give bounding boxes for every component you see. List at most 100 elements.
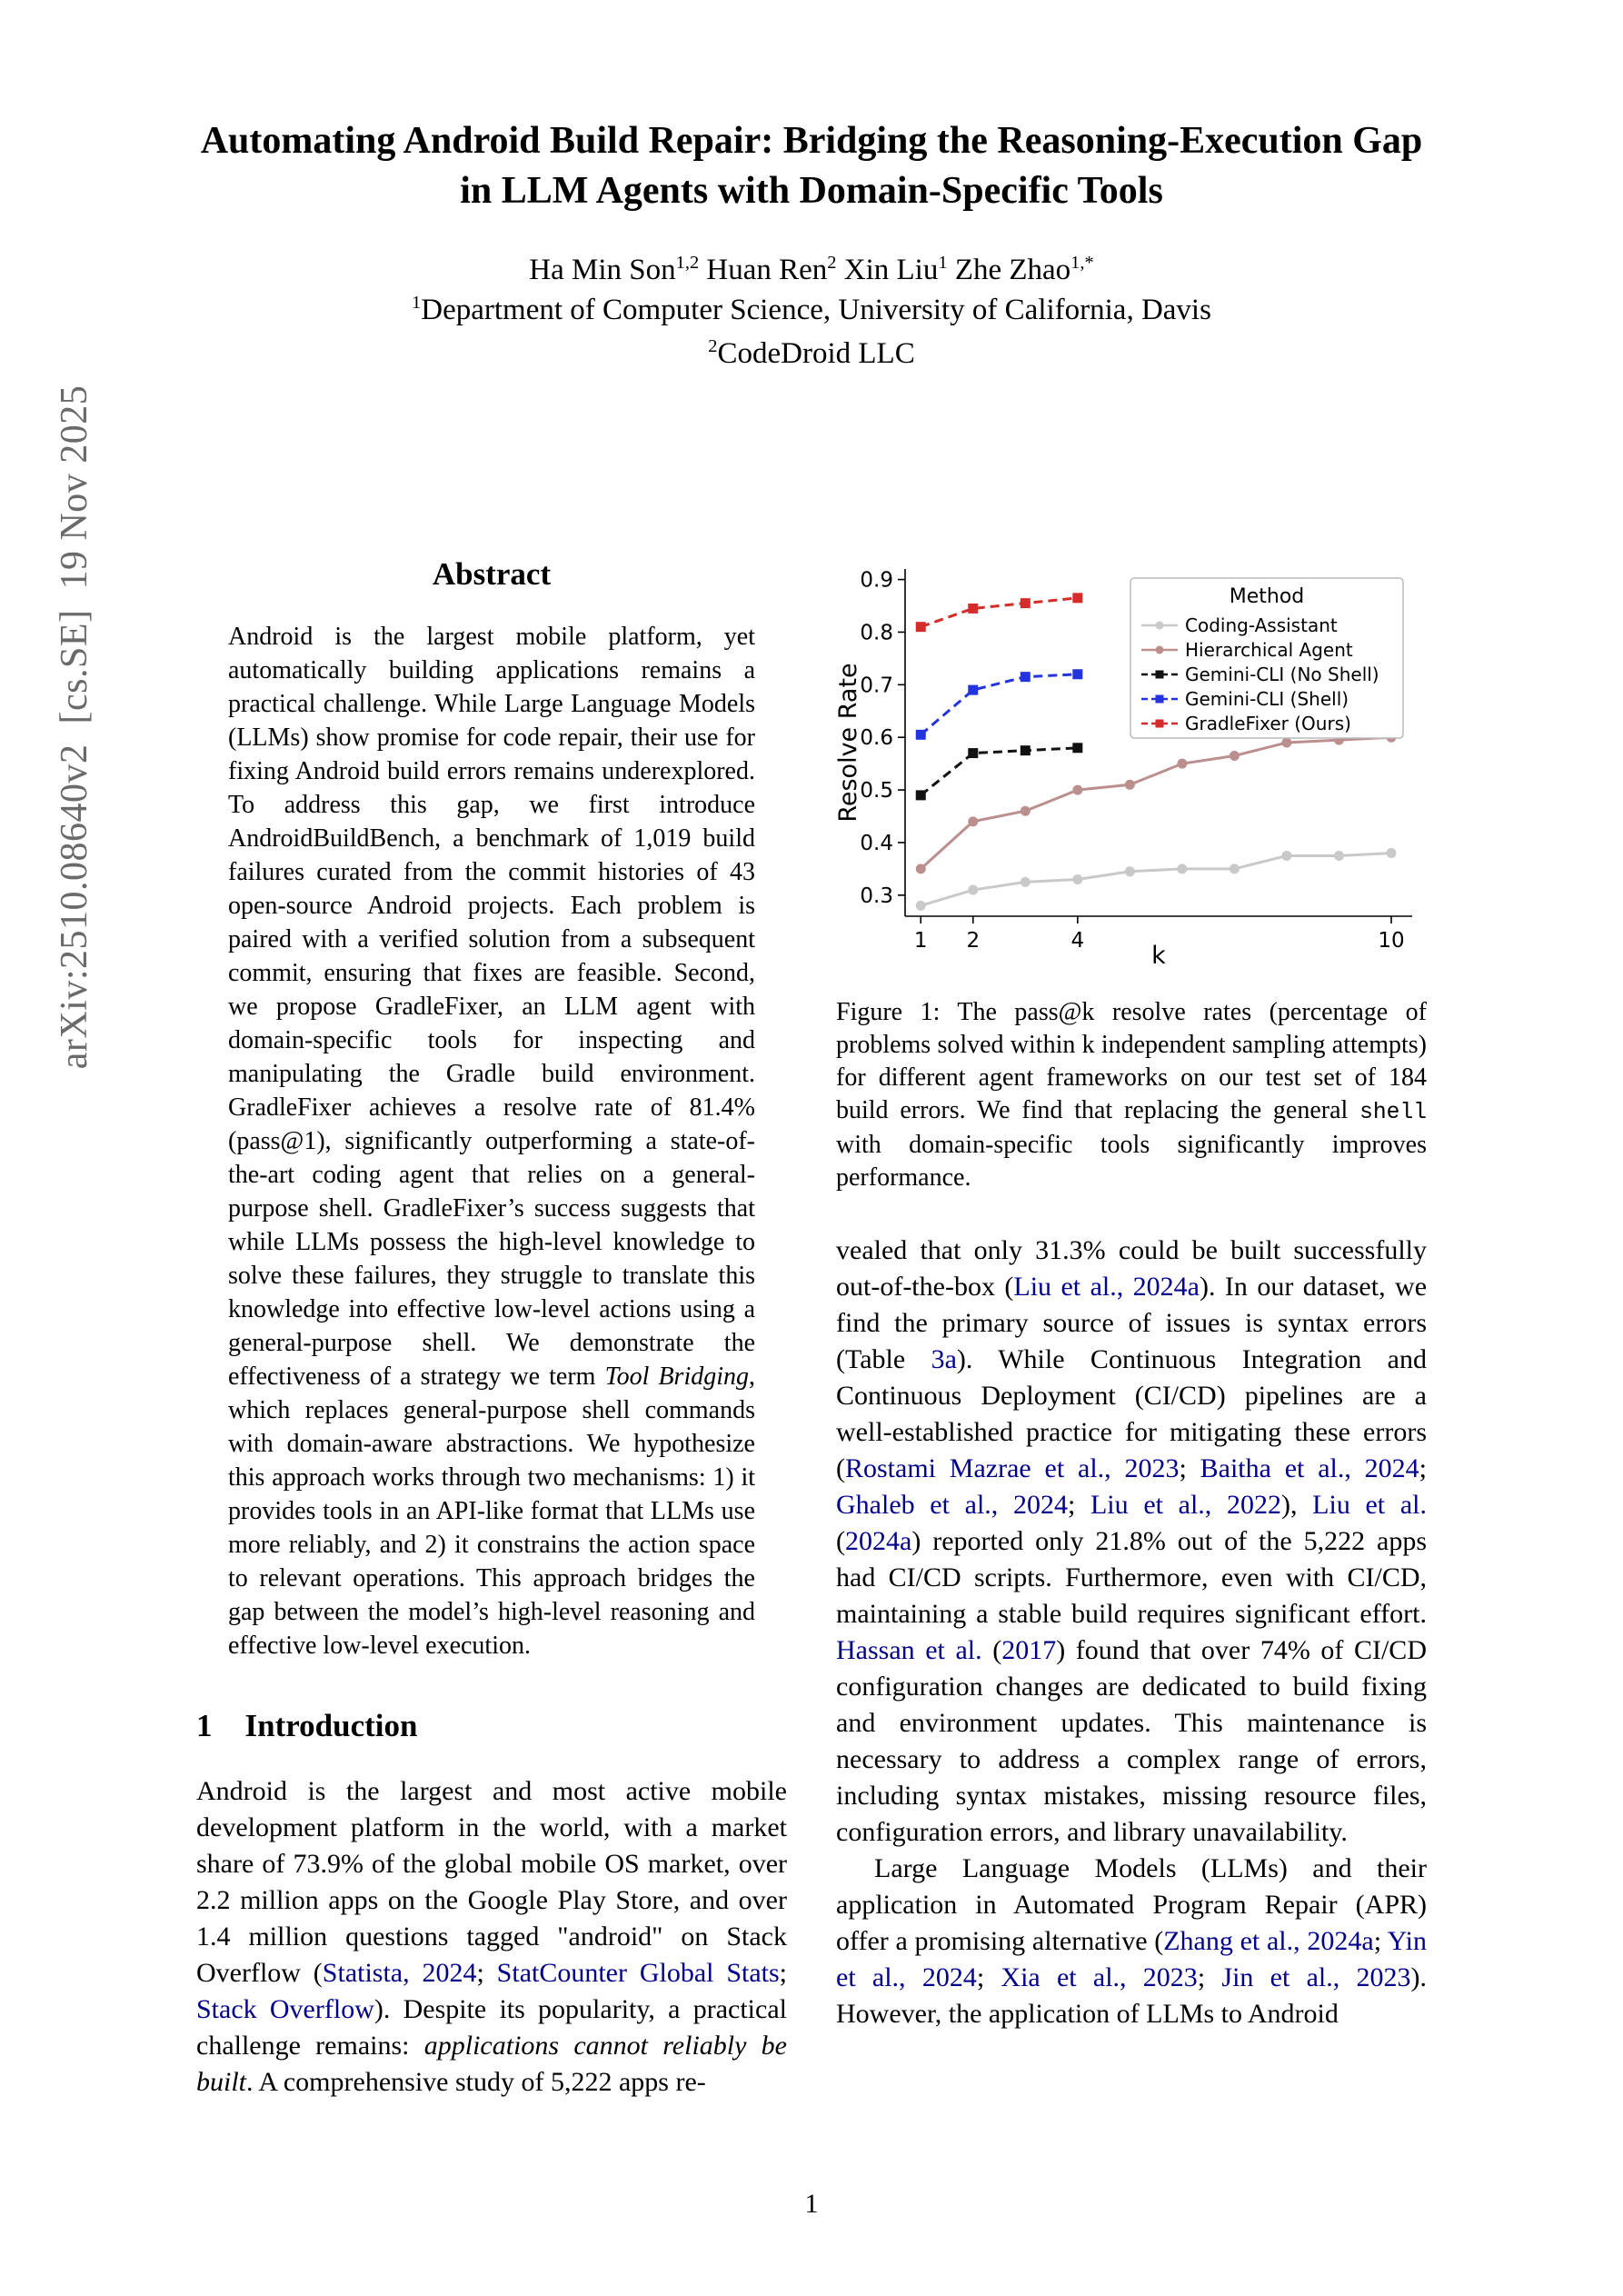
legend-marker: [1155, 694, 1164, 704]
series-line: [920, 596, 1078, 629]
legend-entry-label: Coding-Assistant: [1185, 614, 1338, 636]
series-line: [920, 746, 1078, 797]
line-chart-svg: 0.3 0.4 0.5 0.6 0.7 0.8 0.9 1 2 4 10 Resolve Rate k M…: [836, 569, 1412, 970]
text-segment: Figure 1: The pass@k resolve rates (perc…: [836, 998, 1427, 1124]
section-title: Introduction: [244, 1708, 418, 1743]
left-column: Abstract Android is the largest mobile p…: [196, 556, 787, 2101]
text-segment: Zhe Zhao: [947, 254, 1071, 287]
series-line: [920, 673, 1078, 736]
citation-link[interactable]: ,: [403, 1958, 423, 1988]
citation-link[interactable]: Zhang et al., 2024a: [1163, 1926, 1374, 1956]
data-point: [1386, 848, 1397, 859]
legend-title: Method: [1230, 585, 1305, 608]
legend-entry-label: Gemini-CLI (No Shell): [1185, 664, 1379, 685]
text-segment: shell: [1359, 1100, 1427, 1125]
text-segment: ;: [779, 1958, 788, 1988]
legend-marker: [1155, 670, 1164, 679]
citation-link[interactable]: 2024: [422, 1958, 477, 1988]
citation-link[interactable]: StatCounter Global Stats: [496, 1958, 780, 1988]
text-segment: (: [836, 1526, 845, 1556]
legend-marker: [1155, 719, 1164, 728]
text-segment: ;: [1067, 1490, 1090, 1520]
citation-link[interactable]: 2017: [1001, 1635, 1057, 1665]
citation-link[interactable]: Liu et al.: [1312, 1490, 1427, 1520]
superscript: 1: [938, 253, 948, 274]
legend-marker: [1155, 645, 1164, 654]
body-paragraph-2: Large Language Models (LLMs) and their a…: [836, 1851, 1427, 2032]
right-column: 0.3 0.4 0.5 0.6 0.7 0.8 0.9 1 2 4 10 Resolve Rate k M…: [836, 556, 1427, 2101]
data-point: [1229, 750, 1240, 761]
text-segment: Department of Computer Science, Universi…: [421, 294, 1211, 327]
y-tick-label: 0.7: [860, 674, 893, 697]
text-segment: vealed that only 31.3% could be built su…: [836, 1235, 1427, 1302]
data-point: [1281, 850, 1292, 861]
data-point: [1072, 873, 1083, 884]
data-point: [915, 790, 926, 801]
text-segment: ). Despite its popularity, a practical c…: [196, 1994, 787, 2061]
text-segment: Tool Bridging: [604, 1363, 749, 1391]
citation-link[interactable]: 2024a: [845, 1526, 912, 1556]
citation-link[interactable]: 3a: [931, 1344, 957, 1374]
superscript: 1: [412, 293, 422, 314]
citation-link[interactable]: Rostami Mazrae et al., 2023: [845, 1453, 1180, 1483]
citation-link[interactable]: Liu et al., 2024a: [1013, 1272, 1200, 1302]
y-tick-label: 0.9: [860, 569, 893, 593]
citation-link[interactable]: Ghaleb et al., 2024: [836, 1490, 1068, 1520]
affiliation-1: 1Department of Computer Science, Univers…: [196, 291, 1427, 331]
text-segment: ). While Continuous Integration and Cont…: [836, 1344, 1427, 1483]
text-segment: ). However, the application of LLMs to A…: [836, 1962, 1427, 2029]
data-point: [968, 748, 979, 759]
y-tick-label: 0.4: [860, 832, 893, 855]
data-point: [1020, 745, 1031, 756]
text-segment: Android is the largest mobile platform, …: [228, 623, 755, 1391]
intro-paragraph-1: Android is the largest and most active m…: [196, 1773, 787, 2101]
text-segment: , which replaces general-purpose shell c…: [228, 1363, 755, 1660]
data-point: [1281, 737, 1292, 748]
y-tick-label: 0.6: [860, 726, 893, 750]
author-line: Ha Min Son1,2 Huan Ren2 Xin Liu1 Zhe Zha…: [196, 254, 1427, 287]
data-point: [1072, 669, 1083, 680]
section-number: 1: [196, 1708, 213, 1743]
data-point: [1177, 758, 1188, 769]
text-segment: ) reported only 21.8% out of the 5,222 a…: [836, 1526, 1427, 1629]
x-tick-label: 1: [914, 929, 928, 953]
superscript: 2: [827, 253, 837, 274]
legend-box: [1130, 577, 1404, 739]
text-segment: ) found that over 74% of CI/CD configura…: [836, 1635, 1427, 1847]
citation-link[interactable]: Baitha et al., 2024: [1200, 1453, 1419, 1483]
data-point: [1020, 805, 1031, 816]
text-segment: Android is the largest and most active m…: [196, 1776, 787, 1988]
figure-1-caption: Figure 1: The pass@k resolve rates (perc…: [836, 996, 1427, 1194]
text-segment: ;: [1419, 1453, 1427, 1483]
affiliation-2: 2CodeDroid LLC: [196, 334, 1427, 374]
citation-link[interactable]: Xia et al., 2023: [1001, 1962, 1198, 1992]
citation-link[interactable]: Hassan et al.: [836, 1635, 982, 1665]
x-tick-label: 4: [1071, 929, 1085, 953]
citation-link[interactable]: Statista: [322, 1958, 403, 1988]
text-segment: . A comprehensive study of 5,222 apps re…: [246, 2067, 706, 2097]
citation-link[interactable]: Yin et al., 2024: [836, 1926, 1427, 1992]
text-segment: ;: [1179, 1453, 1200, 1483]
x-axis-label: k: [1151, 942, 1166, 970]
paper-header: Automating Android Build Repair: Bridgin…: [196, 116, 1427, 374]
data-point: [1333, 850, 1344, 861]
citation-link[interactable]: Liu et al., 2022: [1090, 1490, 1281, 1520]
superscript: 1,2: [675, 253, 700, 274]
abstract-heading: Abstract: [432, 556, 552, 592]
legend-entry-label: Gemini-CLI (Shell): [1185, 688, 1349, 710]
text-segment: Ha Min Son: [529, 254, 676, 287]
text-segment: ;: [976, 1962, 1001, 1992]
series-line: [920, 852, 1392, 907]
data-point: [915, 900, 926, 911]
text-segment: ;: [1197, 1962, 1222, 1992]
y-axis-label: Resolve Rate: [836, 663, 862, 822]
citation-link[interactable]: Jin et al., 2023: [1221, 1962, 1411, 1992]
legend-marker: [1155, 621, 1164, 630]
data-point: [1124, 779, 1135, 790]
figure-1: 0.3 0.4 0.5 0.6 0.7 0.8 0.9 1 2 4 10 Resolve Rate k M…: [836, 556, 1427, 1194]
citation-link[interactable]: Stack Overflow: [196, 1994, 374, 2024]
text-segment: (: [981, 1635, 1002, 1665]
title-line-2: in LLM Agents with Domain-Specific Tools: [460, 169, 1163, 212]
legend-entry-label: Hierarchical Agent: [1185, 639, 1353, 661]
